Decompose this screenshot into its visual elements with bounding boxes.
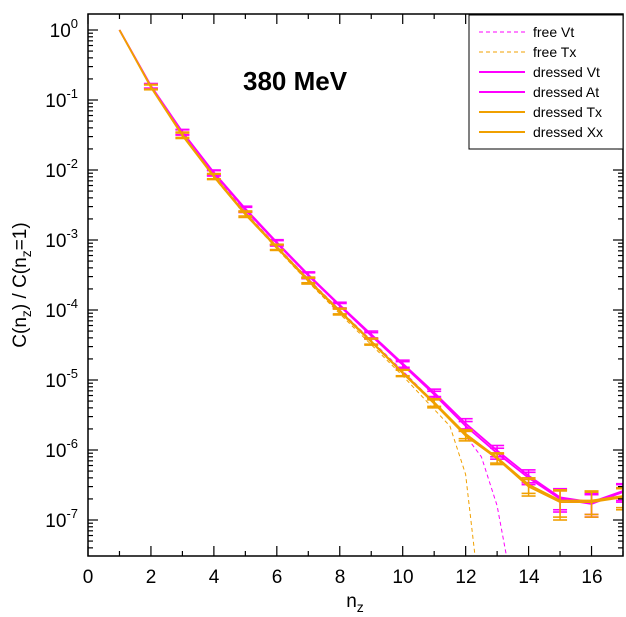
error-bar [175, 132, 190, 140]
x-tick-label: 6 [272, 567, 283, 588]
legend-label: dressed Xx [533, 124, 603, 140]
error-bar [458, 430, 473, 442]
error-bar [616, 486, 623, 509]
series-line-free-tx [119, 29, 476, 556]
y-tick-label: 10-1 [45, 86, 78, 112]
legend-label: dressed Tx [533, 104, 602, 120]
y-tick-labels: 100 10-1 10-2 10-3 10-4 10-5 10-6 10-7 [45, 16, 78, 532]
error-bar [427, 399, 442, 409]
error-bar [206, 173, 221, 181]
legend-label: dressed At [533, 84, 599, 100]
legend-label: free Tx [533, 44, 576, 60]
error-bar [616, 483, 623, 503]
error-bar [521, 478, 536, 497]
y-tick-label: 10-6 [45, 436, 78, 462]
x-tick-label: 16 [581, 567, 602, 588]
error-bar [395, 369, 410, 378]
energy-annotation: 380 MeV [243, 66, 348, 96]
y-tick-label: 10-7 [45, 506, 78, 532]
y-tick-label: 100 [50, 16, 78, 42]
x-tick-label: 12 [455, 567, 476, 588]
x-tick-label: 14 [518, 567, 540, 588]
y-tick-label: 10-3 [45, 226, 78, 252]
y-tick-label: 10-4 [45, 296, 78, 322]
x-axis-title: nz [346, 591, 364, 615]
legend-label: free Vt [533, 24, 574, 40]
x-tick-label: 0 [83, 567, 94, 588]
y-axis-title: C(nz) / C(nz=1) [10, 222, 34, 347]
x-tick-label: 8 [335, 567, 346, 588]
error-bar [332, 308, 347, 316]
error-bar [553, 490, 568, 521]
error-bar [616, 487, 623, 511]
error-bar [143, 84, 158, 91]
error-bar [238, 211, 253, 219]
x-tick-label: 4 [209, 567, 220, 588]
y-tick-label: 10-2 [45, 156, 78, 182]
x-tick-label: 2 [146, 567, 157, 588]
y-tick-label: 10-5 [45, 366, 78, 392]
plot-frame [87, 13, 624, 557]
error-bar [616, 482, 623, 502]
series-layer [118, 29, 623, 556]
x-tick-label: 10 [392, 567, 413, 588]
error-bar [301, 277, 316, 285]
legend: free Vt free Tx dressed Vt dressed At dr… [468, 14, 624, 150]
error-bar [490, 453, 505, 466]
legend-label: dressed Vt [533, 64, 600, 80]
series-line-free-vt [119, 29, 507, 556]
x-tick-labels: 0 2 4 6 8 10 12 14 16 [83, 567, 603, 588]
error-bar [364, 338, 379, 346]
legend-box [468, 14, 624, 150]
error-bar [269, 244, 284, 252]
error-bar [584, 491, 599, 518]
